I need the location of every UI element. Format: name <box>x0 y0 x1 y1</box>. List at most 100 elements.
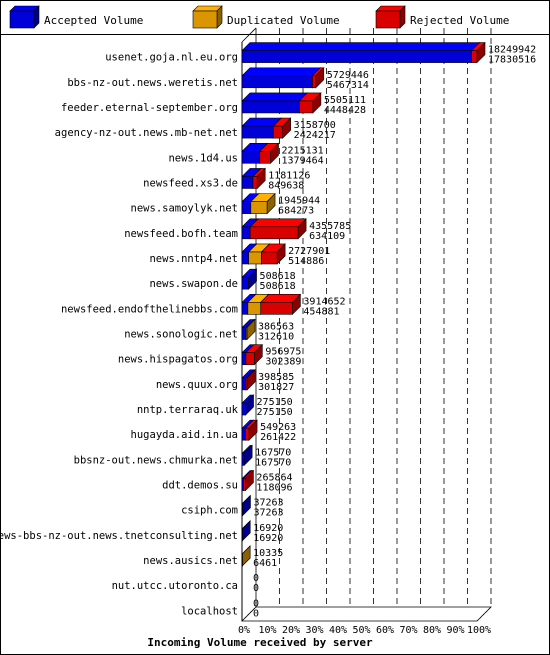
bar-duplicated-front <box>248 251 262 265</box>
server-label: feeder.eternal-september.org <box>61 102 238 114</box>
bar-row <box>241 394 255 416</box>
x-axis-tick-labels: 0% 10% 20% 30% 40% 50% 60% 70% 80% 90% 100% <box>238 625 491 636</box>
bar-duplicated-front <box>241 553 243 567</box>
value-label-total: 5505111 <box>324 95 366 106</box>
legend-item-accepted: Accepted Volume <box>9 5 143 29</box>
bar-rejected <box>298 92 322 114</box>
bar-accepted <box>241 520 251 542</box>
bar-accepted-front <box>241 276 249 290</box>
bar-rejected-front <box>252 176 258 189</box>
bar-accepted-front <box>241 377 247 391</box>
x-tick-label: 50% <box>352 625 370 636</box>
value-label-accepted: 1379464 <box>282 155 324 166</box>
bar-row <box>241 268 258 290</box>
bar-row <box>241 142 280 165</box>
bar-accepted <box>241 67 322 89</box>
server-label: newsfeed.bofh.team <box>124 228 238 240</box>
value-label-total: 37263 <box>253 498 283 509</box>
server-label: news.samoylyk.net <box>131 203 238 215</box>
bar-row <box>241 67 325 89</box>
value-label-total: 386563 <box>258 322 294 333</box>
server-label: newsfeed.endofthelinebbs.com <box>61 303 238 315</box>
value-label-accepted: 301827 <box>258 382 294 393</box>
value-label-accepted: 37263 <box>253 508 283 519</box>
value-label-total: 2215131 <box>282 145 324 156</box>
bar-row <box>241 369 256 391</box>
server-label: news.swapon.de <box>149 278 238 290</box>
bar-accepted-front <box>241 352 247 365</box>
bar-accepted-top <box>241 92 309 102</box>
value-label-accepted: 167570 <box>255 457 291 468</box>
bar-row <box>241 218 307 240</box>
bar-rejected-front <box>243 478 246 491</box>
server-label: news.hispagatos.org <box>118 354 238 366</box>
bar-row <box>241 343 264 366</box>
value-label-total: 16920 <box>253 523 283 534</box>
bar-rejected <box>260 293 302 316</box>
bar-rejected <box>249 218 307 240</box>
server-label: news.1d4.us <box>168 152 238 164</box>
bar-accepted <box>241 268 258 290</box>
top-corner <box>241 27 257 43</box>
chart-title: Incoming Volume received by server <box>147 636 373 649</box>
value-label-accepted: 684273 <box>278 206 314 217</box>
bar-rejected <box>260 243 286 265</box>
bar-row <box>241 41 486 64</box>
server-label: nntp.terraraq.uk <box>137 404 239 416</box>
bar-row <box>241 469 255 492</box>
bar-accepted-front <box>241 226 251 240</box>
legend-swatch-box-front <box>9 10 35 29</box>
bar-accepted-top <box>241 42 481 51</box>
bar-row <box>241 243 286 265</box>
value-label-total: 398585 <box>258 372 294 383</box>
x-tick-label: 10% <box>258 625 276 636</box>
legend-swatch-duplicated <box>192 5 223 29</box>
value-label-accepted: 849638 <box>268 180 304 191</box>
legend-swatch-box <box>375 5 406 29</box>
value-label-accepted: 0 <box>253 583 259 594</box>
value-label-accepted: 312610 <box>258 332 294 343</box>
bar-accepted <box>241 494 252 517</box>
value-label-total: 3158700 <box>294 120 336 131</box>
bar-rejected-front <box>312 75 317 89</box>
legend-swatch-box <box>9 5 40 29</box>
bar-accepted-front <box>241 427 246 441</box>
server-label: ddt.demos.su <box>162 480 238 492</box>
bar-rejected-front <box>261 251 278 265</box>
bar-row <box>241 167 266 190</box>
bar-row <box>241 117 292 139</box>
value-label-total: 1945944 <box>278 196 320 207</box>
bar-accepted-front <box>241 453 245 466</box>
bar-accepted <box>241 444 253 467</box>
bar-accepted-front <box>241 302 249 315</box>
value-label-accepted: 118096 <box>256 483 292 494</box>
value-label-accepted: 261422 <box>260 432 296 443</box>
bar-row <box>241 545 251 567</box>
bar-row <box>241 293 302 316</box>
bar-duplicated-front <box>250 201 268 214</box>
server-label: news-bbs-nz-out.news.tnetconsulting.net <box>0 530 238 542</box>
floor <box>241 606 492 622</box>
value-label-total: 10335 <box>253 548 283 559</box>
legend-swatch-box-front <box>192 10 218 29</box>
server-label: news.sonologic.net <box>124 329 238 341</box>
value-label-total: 0 <box>253 573 259 584</box>
x-tick-label: 90% <box>446 625 464 636</box>
bar-rejected-front <box>471 50 478 63</box>
server-label: agency-nz-out.news.mb-net.net <box>55 127 238 139</box>
x-tick-label: 40% <box>329 625 347 636</box>
value-label-total: 4355785 <box>309 221 351 232</box>
x-tick-label: 0% <box>238 625 250 636</box>
plot-area: usenet.goja.nl.eu.org bbs-nz-out.news.wer… <box>0 27 536 636</box>
legend: Accepted Volume Duplicated Volume Reject… <box>9 5 509 29</box>
x-tick-label: 20% <box>282 625 300 636</box>
bar-accepted-front <box>241 503 243 517</box>
bar-row <box>241 192 276 215</box>
value-label-total: 265864 <box>256 473 292 484</box>
value-label-total: 3914652 <box>303 296 345 307</box>
value-label-accepted: 0 <box>253 608 259 619</box>
bar-row <box>241 318 256 341</box>
bar-rejected-front <box>245 352 255 365</box>
server-label: bbs-nz-out.news.weretis.net <box>67 77 238 89</box>
value-label-total: 508618 <box>260 271 296 282</box>
